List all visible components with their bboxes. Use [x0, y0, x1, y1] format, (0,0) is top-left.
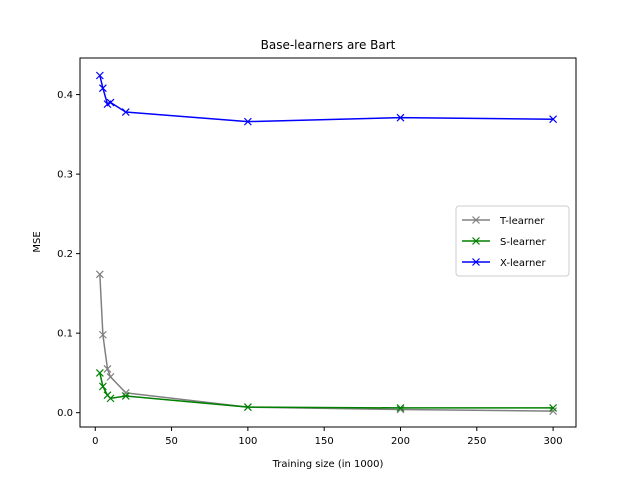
x-axis-label: Training size (in 1000): [272, 459, 384, 470]
x-axis-ticks: 0 50 100 150 200 250 300: [92, 427, 563, 447]
data-point-s-learner: [121, 392, 130, 400]
series-line-x-learner: [99, 75, 554, 123]
x-tick-label: 100: [238, 436, 257, 447]
x-tick-label: 0: [92, 436, 98, 447]
legend-item-s-learner: S-learner: [462, 237, 546, 248]
data-point-t-learner: [121, 388, 130, 397]
legend-item-t-learner: T-learner: [462, 216, 545, 227]
data-point-t-learner: [549, 407, 558, 416]
y-tick-label: 0.4: [57, 90, 73, 101]
data-point-x-learner: [549, 115, 558, 124]
y-tick-label: 0.1: [57, 329, 73, 340]
legend-box: [455, 205, 570, 277]
legend-label: T-learner: [499, 216, 545, 227]
data-point-t-learner: [103, 365, 112, 373]
data-point-t-learner: [98, 330, 107, 339]
y-tick-label: 0.3: [57, 170, 73, 181]
y-tick-label: 0.0: [57, 408, 73, 419]
legend-item-x-learner: X-learner: [462, 258, 546, 269]
data-point-s-learner: [549, 403, 558, 412]
data-point-s-learner: [106, 394, 115, 403]
series-line-s-learner: [99, 372, 554, 409]
data-point-x-learner: [243, 117, 252, 126]
data-point-t-learner: [106, 372, 115, 381]
data-point-x-learner: [121, 108, 130, 117]
series-line-t-learner: [99, 274, 554, 412]
data-point-s-learner: [95, 368, 104, 377]
x-tick-label: 50: [165, 436, 178, 447]
x-tick-label: 250: [467, 436, 486, 447]
legend: T-learner S-learner X-learner: [455, 205, 570, 277]
axes-frame: [79, 57, 577, 428]
data-point-s-learner: [98, 382, 107, 391]
data-point-x-learner: [95, 71, 104, 80]
x-tick-label: 200: [391, 436, 410, 447]
data-point-t-learner: [95, 270, 104, 279]
data-point-s-learner: [243, 403, 252, 412]
legend-label: X-learner: [500, 258, 546, 269]
x-tick-label: 300: [544, 436, 563, 447]
y-tick-label: 0.2: [57, 249, 73, 260]
data-point-s-learner: [396, 403, 405, 412]
x-tick-label: 150: [315, 436, 334, 447]
y-axis-ticks: 0.0 0.1 0.2 0.3 0.4: [57, 90, 80, 419]
legend-label: S-learner: [500, 237, 546, 248]
chart-title: Base-learners are Bart: [261, 38, 396, 52]
data-point-x-learner: [98, 84, 107, 93]
y-axis-label: MSE: [32, 231, 43, 252]
plot-lines: [95, 71, 558, 416]
data-point-x-learner: [106, 98, 115, 107]
data-point-x-learner: [396, 113, 405, 122]
